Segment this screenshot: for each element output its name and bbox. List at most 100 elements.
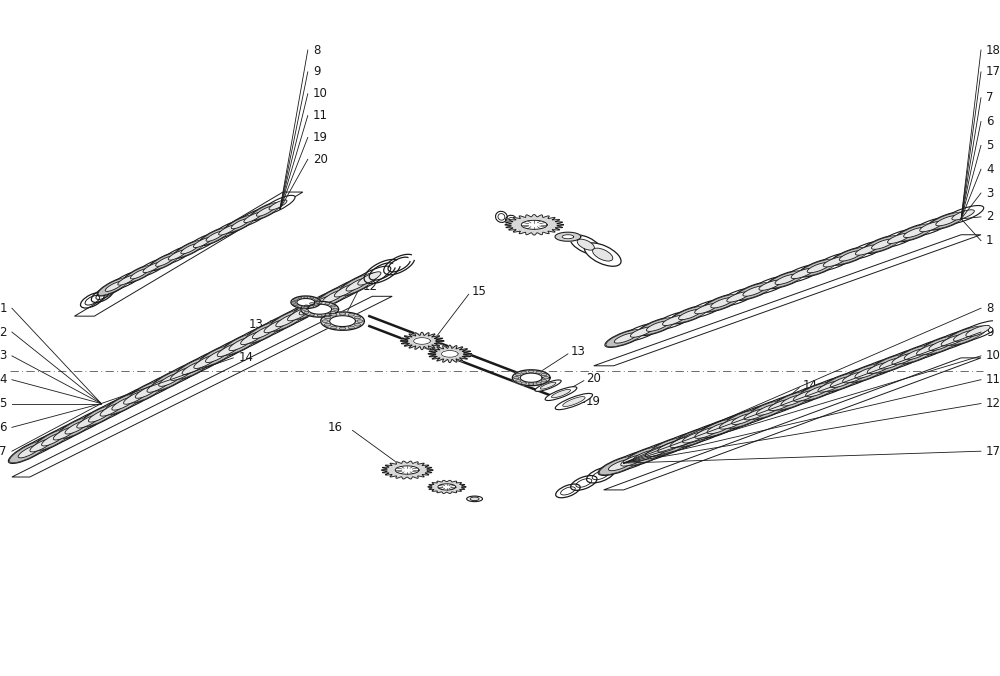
Ellipse shape <box>855 245 878 255</box>
Ellipse shape <box>814 252 855 271</box>
Ellipse shape <box>535 380 561 391</box>
Ellipse shape <box>781 395 805 406</box>
Ellipse shape <box>679 310 701 320</box>
Ellipse shape <box>302 308 307 310</box>
Text: 1: 1 <box>986 234 993 247</box>
Ellipse shape <box>172 356 215 380</box>
Ellipse shape <box>540 382 556 389</box>
Ellipse shape <box>269 200 287 210</box>
Ellipse shape <box>823 257 846 267</box>
Ellipse shape <box>298 306 302 308</box>
Ellipse shape <box>830 247 871 265</box>
Text: 16: 16 <box>328 421 343 434</box>
Ellipse shape <box>314 285 355 308</box>
Ellipse shape <box>672 427 717 448</box>
Ellipse shape <box>135 258 169 277</box>
Ellipse shape <box>756 404 781 415</box>
Ellipse shape <box>926 212 968 230</box>
Ellipse shape <box>695 427 719 438</box>
Ellipse shape <box>199 227 231 245</box>
Ellipse shape <box>614 333 637 343</box>
Ellipse shape <box>323 289 346 303</box>
Text: 19: 19 <box>586 395 601 408</box>
Ellipse shape <box>702 294 742 312</box>
Ellipse shape <box>298 297 302 299</box>
Text: 11: 11 <box>313 109 328 122</box>
Ellipse shape <box>77 415 100 428</box>
Ellipse shape <box>105 281 123 291</box>
Ellipse shape <box>124 391 147 404</box>
Ellipse shape <box>521 382 527 384</box>
Ellipse shape <box>33 428 74 451</box>
Ellipse shape <box>608 460 633 470</box>
Text: 12: 12 <box>986 397 1000 410</box>
Ellipse shape <box>521 371 527 373</box>
Ellipse shape <box>301 290 344 314</box>
Ellipse shape <box>882 348 926 369</box>
Ellipse shape <box>646 321 669 331</box>
Ellipse shape <box>123 265 156 283</box>
Ellipse shape <box>555 393 593 410</box>
Ellipse shape <box>211 220 245 239</box>
Text: 11: 11 <box>986 373 1000 386</box>
Ellipse shape <box>310 297 314 299</box>
Ellipse shape <box>782 264 823 283</box>
Text: 8: 8 <box>986 301 993 315</box>
Ellipse shape <box>584 243 621 266</box>
Ellipse shape <box>293 304 298 306</box>
Ellipse shape <box>750 276 791 295</box>
Text: 2: 2 <box>0 326 7 339</box>
Ellipse shape <box>42 433 65 446</box>
Ellipse shape <box>261 195 295 214</box>
Ellipse shape <box>543 377 549 379</box>
Polygon shape <box>441 351 458 357</box>
Ellipse shape <box>880 358 904 369</box>
Ellipse shape <box>839 251 862 261</box>
Ellipse shape <box>570 235 601 255</box>
Ellipse shape <box>793 390 818 402</box>
Ellipse shape <box>224 215 256 233</box>
Ellipse shape <box>895 224 934 241</box>
Text: 13: 13 <box>248 318 263 331</box>
Ellipse shape <box>354 316 361 319</box>
Ellipse shape <box>846 363 888 383</box>
Ellipse shape <box>744 408 768 420</box>
Ellipse shape <box>966 325 990 337</box>
Ellipse shape <box>670 306 709 323</box>
Text: 4: 4 <box>0 373 7 386</box>
Ellipse shape <box>53 427 77 440</box>
Ellipse shape <box>197 344 237 368</box>
Ellipse shape <box>207 337 250 362</box>
Ellipse shape <box>289 296 332 320</box>
Polygon shape <box>400 333 444 349</box>
Ellipse shape <box>528 370 534 372</box>
Ellipse shape <box>241 331 264 345</box>
Ellipse shape <box>217 343 240 356</box>
Ellipse shape <box>310 314 314 316</box>
Ellipse shape <box>795 381 840 402</box>
Ellipse shape <box>339 327 346 330</box>
Ellipse shape <box>635 441 680 462</box>
Text: 17: 17 <box>986 445 1000 458</box>
Ellipse shape <box>669 305 710 324</box>
Ellipse shape <box>723 409 765 429</box>
Ellipse shape <box>697 418 742 439</box>
Ellipse shape <box>662 315 685 326</box>
Ellipse shape <box>701 293 743 312</box>
Ellipse shape <box>709 413 754 434</box>
Polygon shape <box>395 466 419 475</box>
Ellipse shape <box>831 247 870 265</box>
Ellipse shape <box>249 202 282 220</box>
Ellipse shape <box>541 380 547 382</box>
Ellipse shape <box>304 306 308 308</box>
Ellipse shape <box>314 304 318 306</box>
Ellipse shape <box>55 415 98 439</box>
Ellipse shape <box>220 333 261 356</box>
Ellipse shape <box>645 445 670 457</box>
Ellipse shape <box>711 297 733 308</box>
Text: 4: 4 <box>986 163 993 176</box>
Ellipse shape <box>952 210 974 220</box>
Ellipse shape <box>598 455 643 475</box>
Ellipse shape <box>894 344 939 364</box>
Ellipse shape <box>30 439 53 452</box>
